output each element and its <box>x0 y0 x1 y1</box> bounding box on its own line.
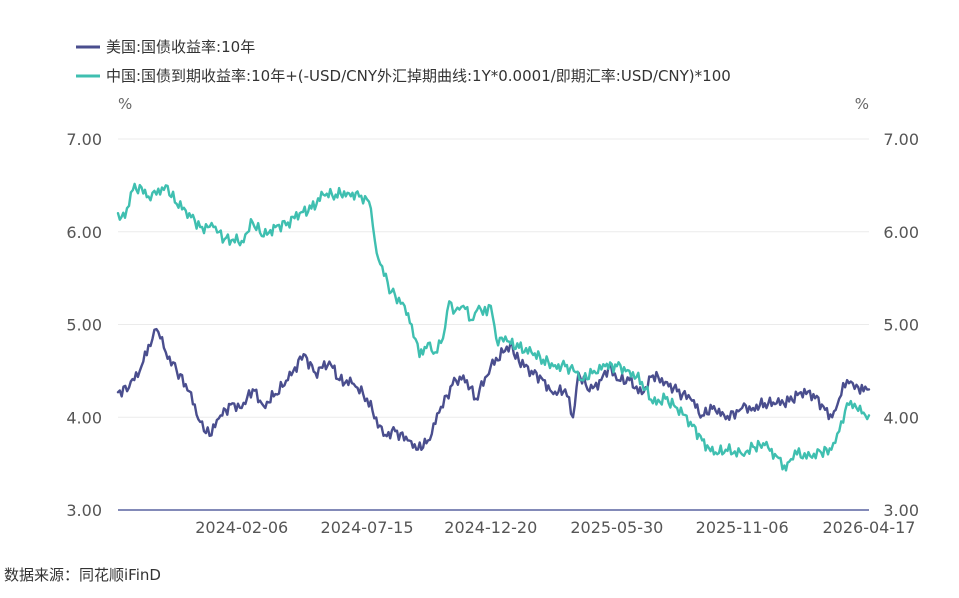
gridlines <box>118 138 869 418</box>
right-tick-label: 3.00 <box>883 501 919 520</box>
legend-label-1: 美国:国债收益率:10年 <box>106 38 255 56</box>
left-tick-label: 6.00 <box>66 223 102 242</box>
legend-label-2: 中国:国债到期收益率:10年+(-USD/CNY外汇掉期曲线:1Y*0.0001… <box>106 67 731 85</box>
x-tick-label: 2026-04-17 <box>823 518 916 537</box>
x-tick-label: 2024-12-20 <box>444 518 537 537</box>
left-tick-label: 5.00 <box>66 316 102 335</box>
left-axis-unit: % <box>118 95 132 113</box>
series-layer <box>116 182 871 472</box>
left-tick-label: 4.00 <box>66 408 102 427</box>
right-axis-ticks: 7.00 6.00 5.00 4.00 3.00 <box>883 130 919 520</box>
x-tick-label: 2024-02-06 <box>195 518 288 537</box>
legend: 美国:国债收益率:10年中国:国债到期收益率:10年+(-USD/CNY外汇掉期… <box>76 38 731 85</box>
series-line-1 <box>116 327 871 451</box>
right-tick-label: 4.00 <box>883 408 919 427</box>
x-axis: 2024-02-06 2024-07-15 2024-12-20 2025-05-30… <box>118 509 916 537</box>
source-note: 数据来源：同花顺iFinD <box>4 566 161 584</box>
left-tick-label: 7.00 <box>66 130 102 149</box>
right-tick-label: 5.00 <box>883 316 919 335</box>
left-axis-ticks: 7.00 6.00 5.00 4.00 3.00 <box>66 130 102 520</box>
x-tick-label: 2025-11-06 <box>696 518 789 537</box>
right-tick-label: 7.00 <box>883 130 919 149</box>
series-line-2 <box>116 182 871 472</box>
right-tick-label: 6.00 <box>883 223 919 242</box>
left-tick-label: 3.00 <box>66 501 102 520</box>
x-tick-label: 2025-05-30 <box>570 518 663 537</box>
x-tick-label: 2024-07-15 <box>321 518 414 537</box>
right-axis-unit: % <box>855 95 869 113</box>
